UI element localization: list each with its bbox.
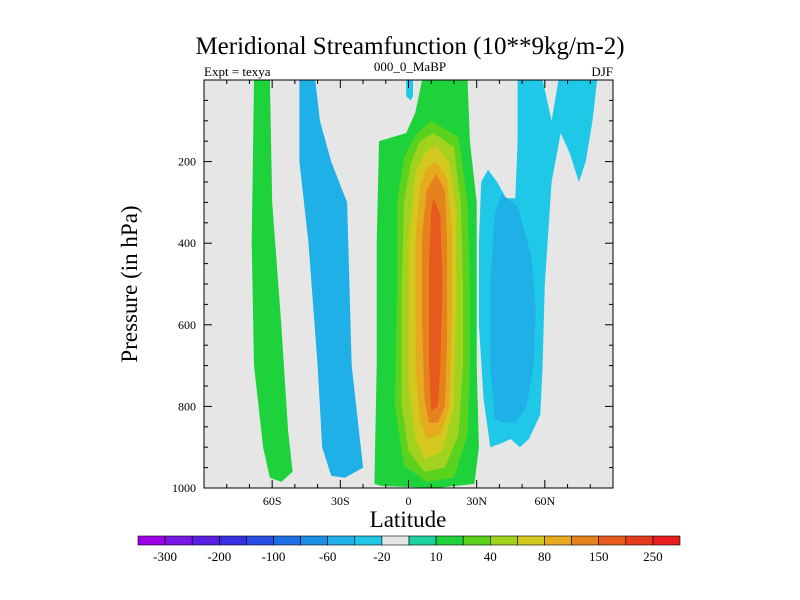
colorbar-label: 10 [430,549,443,564]
x-tick-label: 60S [263,494,282,508]
colorbar-label: -200 [207,549,231,564]
y-tick-label: 600 [178,318,196,332]
y-axis-title: Pressure (in hPa) [117,205,142,362]
colorbar-label: -300 [153,549,177,564]
colorbar-label: 150 [589,549,609,564]
colorbar-swatch [381,535,410,546]
colorbar-swatch [408,535,437,546]
colorbar-swatch [598,535,627,546]
colorbar-label: 80 [538,549,551,564]
colorbar-label: -20 [373,549,390,564]
colorbar-swatch [354,535,383,546]
colorbar-swatch [462,535,491,546]
colorbar-swatch [300,535,329,546]
plot-area: 60S 30S 0 30N 60N 200 400 600 800 1000 [172,79,614,508]
colorbar: -300 -200 -100 -60 -20 10 40 80 150 250 [137,535,681,564]
cell-right-blue [490,194,536,423]
left-label: Expt = texya [204,64,271,79]
colorbar-swatch [191,535,220,546]
center-label: 000_0_MaBP [374,59,446,74]
colorbar-swatch [327,535,356,546]
colorbar-swatch [246,535,274,546]
right-label: DJF [591,64,613,79]
cell-left-positive [251,80,293,482]
contour-cells [251,80,598,488]
colorbar-label: 250 [643,549,663,564]
y-tick-label: 400 [178,236,196,250]
y-tick-label: 200 [178,155,196,169]
y-tick-label: 800 [178,399,196,413]
colorbar-swatch [625,535,654,546]
colorbar-swatch [544,535,572,546]
colorbar-swatch [164,535,193,546]
cell-main-250b [429,198,443,411]
x-tick-label: 60N [534,494,555,508]
x-tick-label: 30N [466,494,487,508]
colorbar-label: -60 [319,549,336,564]
colorbar-label: -100 [262,549,286,564]
colorbar-swatch [137,535,166,546]
colorbar-swatch [219,535,247,546]
colorbar-swatch [517,535,545,546]
colorbar-swatch [571,535,599,546]
axis-ticks: 60S 30S 0 30N 60N 200 400 600 800 1000 [172,80,613,508]
colorbar-swatch [273,535,301,546]
colorbar-swatch [489,535,518,546]
cell-left-negative [299,80,364,478]
y-tick-label: 1000 [172,481,196,495]
x-axis-title: Latitude [370,507,447,532]
x-tick-label: 0 [406,494,412,508]
cell-small-cyan [406,80,413,101]
x-tick-label: 30S [331,494,350,508]
colorbar-swatch [435,535,464,546]
colorbar-label: 40 [484,549,497,564]
colorbar-swatch [652,535,681,546]
chart-title: Meridional Streamfunction (10**9kg/m-2) [195,33,624,60]
